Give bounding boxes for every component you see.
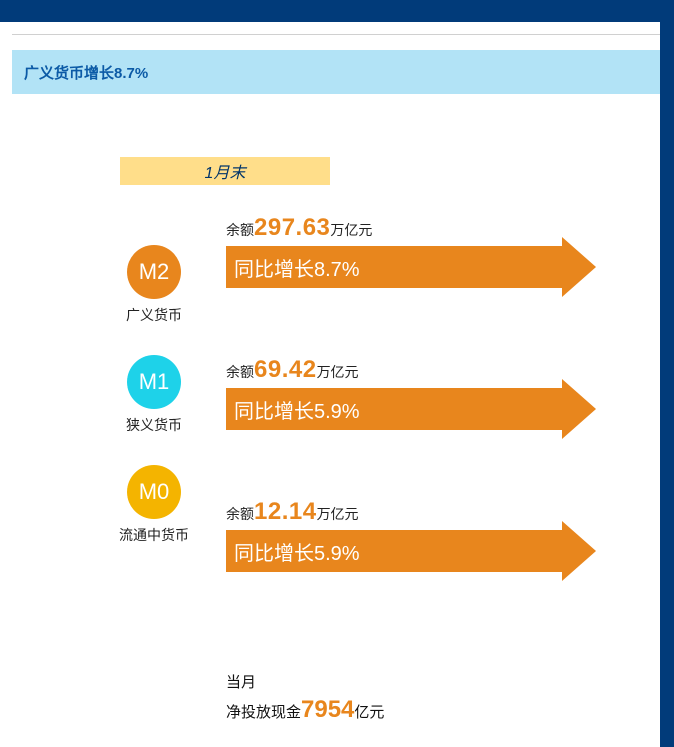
m0-arrow-text: 同比增长5.9%	[234, 537, 360, 566]
circle-item-m2: M2 广义货币	[104, 245, 204, 325]
m1-caption: 狭义货币	[126, 415, 182, 435]
m2-arrow-text: 同比增长8.7%	[234, 253, 360, 282]
m0-balance-line: 余额12.14万亿元	[226, 498, 596, 526]
circle-column: M2 广义货币 M1 狭义货币 M0 流通中货币	[104, 245, 204, 575]
m2-balance-unit: 万亿元	[330, 222, 372, 238]
m1-balance-unit: 万亿元	[317, 364, 359, 380]
m2-arrow-head-icon	[562, 237, 596, 297]
m0-code: M0	[139, 479, 170, 505]
m1-circle: M1	[127, 355, 181, 409]
m0-balance-value: 12.14	[254, 498, 317, 525]
m1-arrow: 同比增长5.9%	[226, 388, 596, 430]
m0-circle: M0	[127, 465, 181, 519]
m0-arrow-body: 同比增长5.9%	[226, 530, 562, 572]
m2-caption: 广义货币	[126, 305, 182, 325]
m1-balance-prefix: 余额	[226, 364, 254, 380]
arrow-column: 余额297.63万亿元 同比增长8.7% 余额69.42万亿元 同比增长5.9%	[226, 214, 660, 640]
arrow-block-m2: 余额297.63万亿元 同比增长8.7%	[226, 214, 596, 288]
arrow-block-m0: 余额12.14万亿元 同比增长5.9%	[226, 498, 596, 572]
m2-balance-line: 余额297.63万亿元	[226, 214, 596, 242]
bottom-line2-unit: 亿元	[354, 704, 384, 721]
m0-balance-unit: 万亿元	[317, 506, 359, 522]
infographic-frame: 广义货币增长8.7% 1月末 M2 广义货币 M1 狭义货币 M0 流通中货币	[0, 0, 674, 747]
circle-item-m0: M0 流通中货币	[104, 465, 204, 545]
m1-balance-line: 余额69.42万亿元	[226, 356, 596, 384]
m0-arrow: 同比增长5.9%	[226, 530, 596, 572]
m2-code: M2	[139, 259, 170, 285]
top-separator	[12, 34, 660, 35]
header-title: 广义货币增长8.7%	[24, 62, 148, 83]
m1-arrow-body: 同比增长5.9%	[226, 388, 562, 430]
m2-arrow: 同比增长8.7%	[226, 246, 596, 288]
m1-code: M1	[139, 369, 170, 395]
period-badge: 1月末	[120, 157, 330, 185]
m1-balance-value: 69.42	[254, 356, 317, 383]
m0-caption: 流通中货币	[119, 525, 189, 545]
m0-balance-prefix: 余额	[226, 506, 254, 522]
bottom-line1: 当月	[226, 674, 256, 691]
m2-balance-prefix: 余额	[226, 222, 254, 238]
arrow-block-m1: 余额69.42万亿元 同比增长5.9%	[226, 356, 596, 430]
m2-balance-value: 297.63	[254, 214, 330, 241]
bottom-note: 当月 净投放现金7954亿元	[226, 672, 384, 727]
circle-item-m1: M1 狭义货币	[104, 355, 204, 435]
m1-arrow-text: 同比增长5.9%	[234, 395, 360, 424]
header-band: 广义货币增长8.7%	[12, 50, 660, 94]
m1-arrow-head-icon	[562, 379, 596, 439]
m2-arrow-body: 同比增长8.7%	[226, 246, 562, 288]
bottom-line2-prefix: 净投放现金	[226, 704, 301, 721]
bottom-line2-value: 7954	[301, 696, 354, 723]
period-label: 1月末	[205, 159, 246, 183]
m2-circle: M2	[127, 245, 181, 299]
m0-arrow-head-icon	[562, 521, 596, 581]
